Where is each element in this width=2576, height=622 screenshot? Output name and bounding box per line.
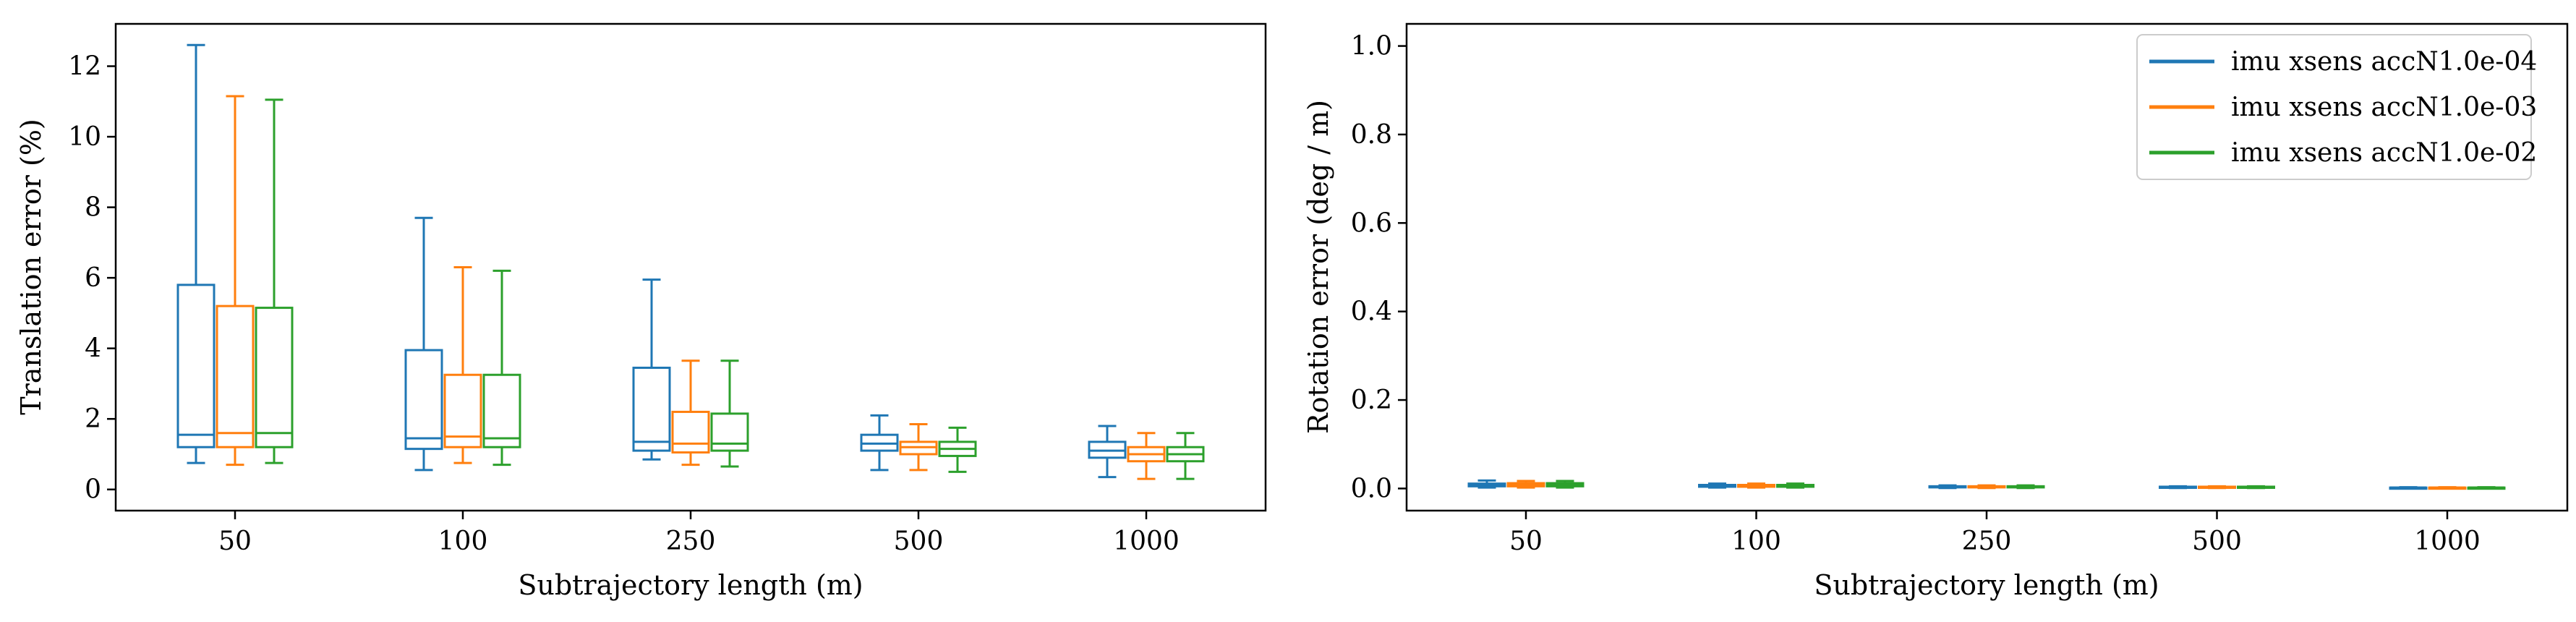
box-plot: [899, 423, 938, 472]
legend-box: [2136, 34, 2532, 180]
box-plot: [2428, 486, 2467, 490]
iqr-box: [216, 304, 255, 448]
y-tick-label: 0: [85, 475, 101, 505]
y-tick-label: 0.8: [1351, 120, 1392, 150]
legend-label-accn-1e-04: imu xsens accN1.0e-04: [2231, 47, 2537, 77]
y-tick-label: 0.6: [1351, 208, 1392, 238]
box-plot: [1737, 482, 1775, 489]
x-tick-label: 100: [438, 527, 488, 556]
box-plot: [482, 269, 521, 466]
x-tick-label: 250: [1962, 527, 2012, 556]
iqr-box: [404, 349, 443, 451]
y-tick-label: 6: [85, 263, 101, 293]
legend-label-accn-1e-03: imu xsens accN1.0e-03: [2231, 93, 2537, 122]
box-plot: [710, 359, 749, 468]
translation-boxes: [176, 43, 1205, 480]
box-plot: [671, 359, 710, 466]
translation-x-axis: 50 100 250 500 1000: [218, 511, 1180, 556]
box-plot: [632, 278, 671, 461]
y-tick-label: 0.0: [1351, 474, 1392, 503]
box-plot: [1967, 484, 2006, 490]
box-plot: [1506, 480, 1545, 489]
box-plot: [2467, 486, 2506, 490]
legend: imu xsens accN1.0e-04 imu xsens accN1.0e…: [2136, 34, 2537, 180]
translation-x-axis-label: Subtrajectory length (m): [518, 569, 863, 601]
box-plot: [1467, 479, 1506, 489]
box-plot: [938, 426, 977, 473]
y-tick-label: 12: [68, 52, 101, 82]
x-tick-label: 500: [894, 527, 944, 556]
box-plot: [443, 266, 482, 464]
box-plot: [2006, 484, 2045, 490]
box-plot: [404, 216, 443, 472]
box-plot: [1698, 482, 1736, 489]
y-tick-label: 1.0: [1351, 32, 1392, 61]
y-tick-label: 4: [85, 334, 101, 364]
box-plot: [860, 414, 899, 472]
box-plot: [1545, 480, 1585, 489]
rotation-x-axis: 50 100 250 500 1000: [1509, 511, 2481, 556]
y-tick-label: 0.2: [1351, 385, 1392, 415]
rotation-y-axis: 0.0 0.2 0.4 0.6 0.8 1.0: [1351, 32, 1407, 503]
rotation-y-axis-label: Rotation error (deg / m): [1302, 100, 1334, 434]
box-plot: [1088, 425, 1127, 479]
box-plot: [1928, 484, 1967, 490]
x-tick-label: 1000: [1113, 527, 1180, 556]
iqr-box: [176, 284, 216, 448]
iqr-box: [482, 373, 521, 448]
box-plot: [176, 43, 216, 464]
translation-y-axis-label: Translation error (%): [15, 119, 47, 415]
box-plot: [255, 98, 294, 464]
rotation-error-panel: 0.0 0.2 0.4 0.6 0.8 1.0 50 100 250 500 1000 Subtr…: [1302, 22, 2569, 601]
box-plot: [1127, 432, 1166, 480]
x-tick-label: 100: [1731, 527, 1781, 556]
box-plot: [2389, 486, 2428, 490]
y-tick-label: 8: [85, 193, 101, 223]
y-tick-label: 10: [68, 122, 101, 152]
iqr-box: [671, 410, 710, 454]
box-plot: [2237, 485, 2275, 490]
translation-error-panel: 0 2 4 6 8 10 12 50 100 250 500 1000 Subtrajectory …: [15, 22, 1267, 601]
y-tick-label: 2: [85, 404, 101, 434]
iqr-box: [632, 366, 671, 452]
box-plot: [1776, 482, 1814, 489]
legend-label-accn-1e-02: imu xsens accN1.0e-02: [2231, 138, 2537, 168]
iqr-box: [255, 307, 294, 448]
x-tick-label: 50: [218, 527, 252, 556]
box-plot: [2159, 485, 2197, 490]
iqr-box: [710, 412, 749, 452]
y-tick-label: 0.4: [1351, 297, 1392, 327]
x-tick-label: 1000: [2414, 527, 2481, 556]
rotation-x-axis-label: Subtrajectory length (m): [1814, 569, 2159, 601]
x-tick-label: 500: [2192, 527, 2242, 556]
x-tick-label: 50: [1509, 527, 1543, 556]
box-plot: [2198, 485, 2236, 490]
rotation-boxes: [1467, 479, 2506, 490]
box-plot: [216, 95, 255, 466]
translation-y-axis: 0 2 4 6 8 10 12: [68, 52, 116, 505]
x-tick-label: 250: [666, 527, 716, 556]
iqr-box: [443, 373, 482, 448]
box-plot: [1166, 432, 1205, 480]
